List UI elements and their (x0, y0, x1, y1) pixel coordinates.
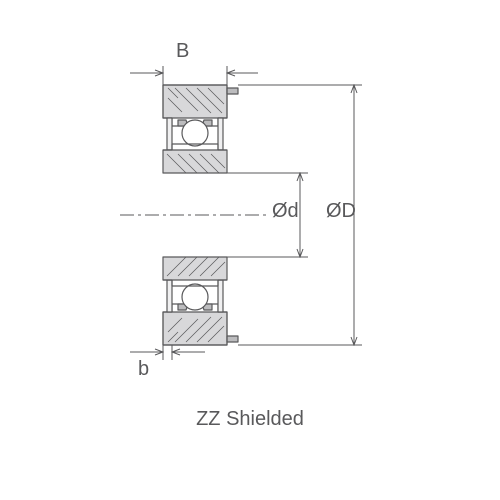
label-D: ØD (326, 200, 356, 223)
lower-section (163, 257, 238, 345)
drawing-canvas: B b Ød ØD ZZ Shielded (0, 0, 500, 500)
label-b: b (138, 358, 149, 381)
label-B: B (176, 40, 189, 63)
dimension-B (130, 66, 258, 85)
caption: ZZ Shielded (0, 408, 500, 431)
label-d: Ød (272, 200, 299, 223)
upper-section (163, 85, 238, 173)
